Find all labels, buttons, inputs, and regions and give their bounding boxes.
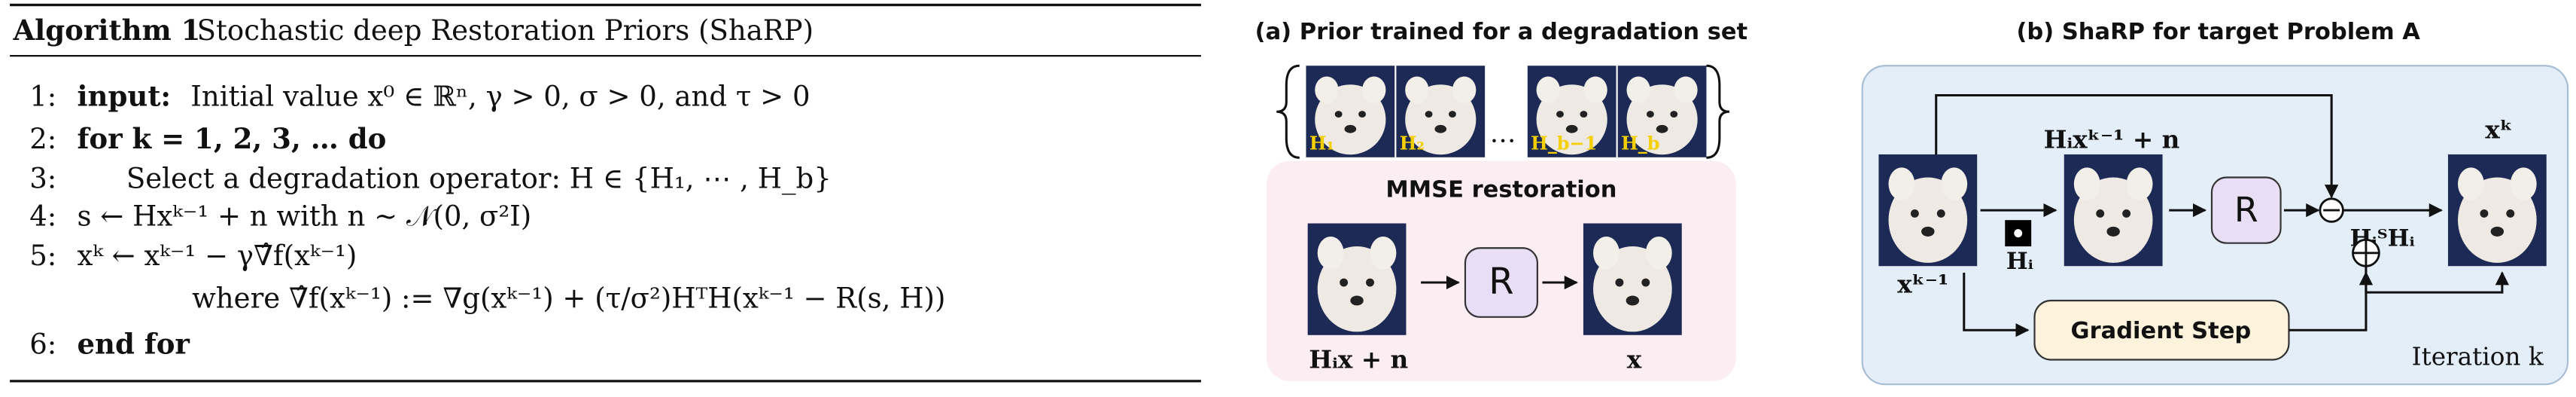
line-number: 5: — [29, 240, 56, 272]
output-image — [1583, 223, 1682, 335]
line-number: 6: — [29, 328, 56, 361]
image-label: H_b−1 — [1531, 132, 1597, 154]
restorer-label: R — [2234, 190, 2258, 230]
arrow — [1935, 93, 2339, 199]
panel-title: (b) ShaRP for target Problem A — [2016, 19, 2420, 45]
line-number: 3: — [29, 162, 56, 194]
brace — [1276, 64, 1300, 159]
degradation-set: H₁ H₂ H_b−1 H_b — [1306, 66, 1707, 157]
panel-b: (b) ShaRP for target Problem A Hᵢ Hᵢxᵏ⁻¹… — [1861, 19, 2569, 386]
gradient-step-label: Gradient Step — [2071, 318, 2252, 344]
image-label: H_b — [1621, 132, 1659, 154]
input-image — [1878, 154, 1978, 267]
line-number: 2: — [29, 123, 56, 155]
measurement-label: Hᵢxᵏ⁻¹ + n — [2044, 125, 2180, 154]
restorer-label: R — [1489, 261, 1513, 303]
restorer-box — [1464, 247, 1538, 318]
line-text: Initial value x⁰ ∈ ℝⁿ, γ > 0, σ > 0, and… — [190, 80, 810, 112]
iteration-label: Iteration k — [2412, 342, 2544, 371]
input-image — [1307, 223, 1407, 335]
line-number: 1: — [29, 80, 56, 112]
box-title: MMSE restoration — [1385, 176, 1616, 203]
panel-title: (a) Prior trained for a degradation set — [1255, 19, 1748, 45]
arrow — [2289, 271, 2374, 331]
arrow — [1963, 272, 2030, 337]
output-label: x — [1627, 345, 1642, 374]
blur-kernel-dot — [2014, 229, 2023, 238]
output-label: xᵏ — [2485, 115, 2513, 144]
line-text: s ← Hxᵏ⁻¹ + n with n ∼ 𝒩(0, σ²I) — [77, 200, 531, 232]
measurement-image — [2064, 154, 2163, 267]
output-image — [2447, 154, 2547, 267]
line-number: 4: — [29, 200, 56, 232]
line-text: where ∇̂f(xᵏ⁻¹) := ∇g(xᵏ⁻¹) + (τ/σ²)HᵀH(… — [192, 282, 945, 315]
input-label: Hᵢx + n — [1309, 345, 1408, 374]
image-label: H₁ — [1309, 132, 1334, 154]
keyword: end for — [77, 328, 190, 361]
keyword: input: — [77, 79, 171, 112]
input-label: xᵏ⁻¹ — [1897, 269, 1948, 298]
algorithm: Algorithm 1 Stochastic deep Restoration … — [10, 3, 1201, 383]
ellipsis: … — [1490, 118, 1516, 148]
algorithm-lines: 1: input: Initial value x⁰ ∈ ℝⁿ, γ > 0, σ … — [29, 79, 945, 360]
keyword: for k = 1, 2, 3, … do — [77, 122, 386, 155]
blur-label: Hᵢ — [2006, 248, 2033, 275]
algorithm-label: Algorithm 1 — [12, 14, 200, 47]
algorithm-title: Stochastic deep Restoration Priors (ShaR… — [197, 14, 814, 47]
restorer-box — [2210, 176, 2282, 244]
line-text: Select a degradation operator: H ∈ {H₁, … — [126, 162, 832, 195]
image-label: H₂ — [1400, 132, 1425, 154]
brace — [1706, 64, 1730, 159]
line-text: xᵏ ← xᵏ⁻¹ − γ∇̂f(xᵏ⁻¹) — [77, 240, 357, 272]
plus-sign — [2352, 240, 2380, 267]
panel-a: (a) Prior trained for a degradation set … — [1255, 19, 1748, 381]
